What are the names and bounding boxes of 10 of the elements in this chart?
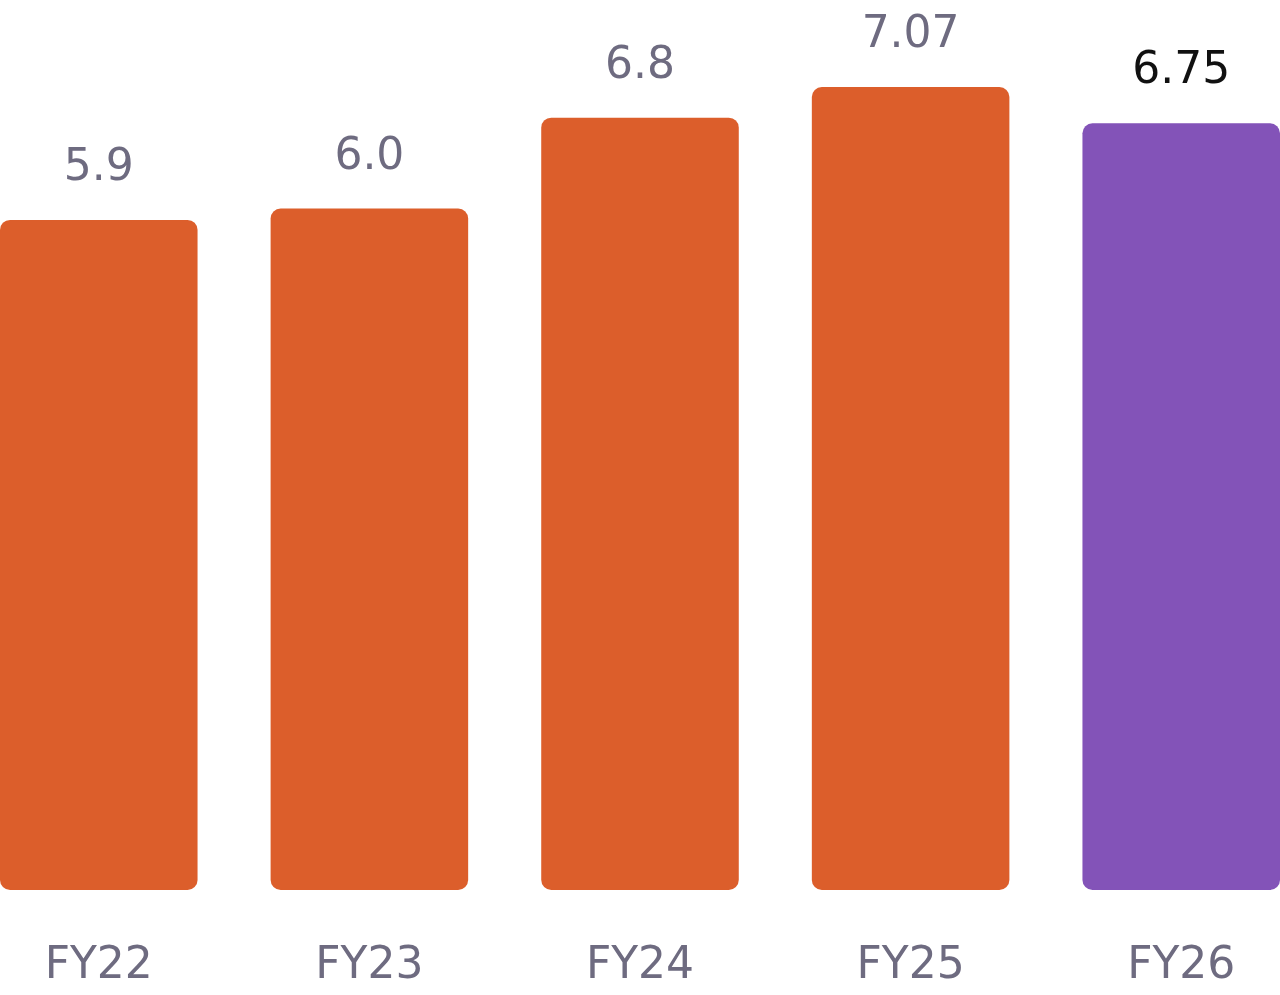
x-tick-label: FY23 — [315, 937, 424, 988]
data-label: 7.07 — [861, 6, 960, 57]
x-tick-label: FY24 — [585, 937, 695, 988]
data-label: 6.0 — [334, 127, 405, 179]
x-tick-label: FY22 — [44, 937, 153, 988]
data-label: 6.75 — [1132, 42, 1231, 94]
x-tick-label: FY25 — [856, 937, 965, 988]
x-tick-label: FY26 — [1127, 937, 1236, 988]
data-label: 6.8 — [605, 36, 675, 88]
data-label: 5.9 — [63, 138, 134, 190]
